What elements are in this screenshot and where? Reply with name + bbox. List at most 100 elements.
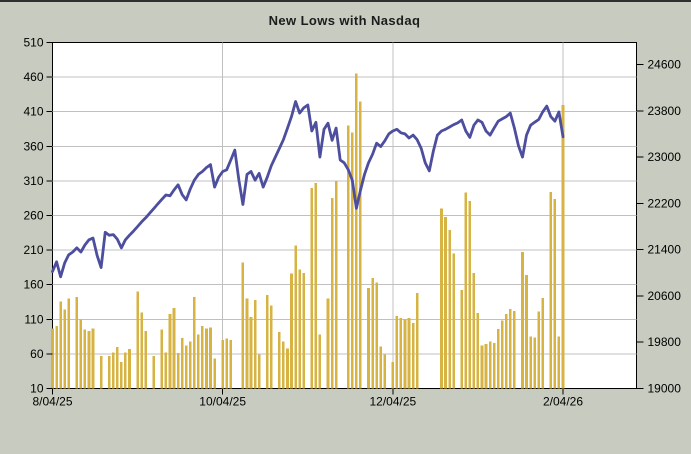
new-lows-bar bbox=[294, 245, 297, 389]
x-axis-label: 10/04/25 bbox=[199, 395, 246, 409]
new-lows-bar bbox=[383, 354, 387, 389]
new-lows-bar bbox=[201, 326, 204, 389]
left-axis-label: 60 bbox=[30, 347, 44, 361]
new-lows-bar bbox=[314, 182, 318, 389]
x-axis-label: 12/04/25 bbox=[369, 395, 416, 409]
new-lows-bar bbox=[391, 362, 395, 389]
new-lows-bar bbox=[51, 328, 54, 389]
new-lows-bar bbox=[326, 298, 330, 389]
new-lows-bar bbox=[521, 252, 524, 389]
new-lows-bar bbox=[67, 298, 71, 389]
new-lows-bar bbox=[496, 328, 500, 389]
new-lows-bar bbox=[225, 338, 229, 389]
new-lows-bar bbox=[245, 298, 249, 389]
new-lows-bar bbox=[460, 290, 464, 389]
new-lows-bar bbox=[529, 336, 532, 389]
new-lows-bar bbox=[355, 73, 358, 389]
new-lows-bar bbox=[480, 345, 484, 389]
new-lows-bar bbox=[375, 282, 378, 389]
left-axis-label: 410 bbox=[23, 105, 43, 119]
right-axis-label: 24600 bbox=[648, 57, 682, 71]
new-lows-bar bbox=[213, 358, 216, 389]
new-lows-bar bbox=[124, 352, 127, 389]
new-lows-bar bbox=[464, 192, 468, 389]
new-lows-bar bbox=[395, 315, 399, 389]
new-lows-bar bbox=[128, 349, 131, 389]
new-lows-bar bbox=[525, 275, 528, 389]
new-lows-bar bbox=[160, 329, 164, 389]
new-lows-bar bbox=[298, 269, 301, 389]
new-lows-bar bbox=[334, 180, 338, 389]
x-axis-label: 2/04/26 bbox=[543, 395, 583, 409]
new-lows-bar bbox=[557, 336, 561, 389]
new-lows-bar bbox=[513, 310, 516, 389]
new-lows-bar bbox=[468, 200, 472, 389]
new-lows-bar bbox=[79, 319, 83, 389]
left-axis-label: 110 bbox=[24, 312, 43, 326]
new-lows-bar bbox=[221, 340, 224, 389]
new-lows-bar bbox=[257, 354, 261, 389]
new-lows-bar bbox=[415, 293, 419, 389]
new-lows-bar bbox=[302, 272, 305, 389]
new-lows-bar bbox=[168, 313, 172, 389]
new-lows-bar bbox=[346, 125, 350, 389]
new-lows-bar bbox=[172, 308, 176, 389]
new-lows-bar bbox=[399, 317, 403, 389]
x-axis-label: 8/04/25 bbox=[32, 395, 72, 409]
new-lows-bar bbox=[269, 305, 273, 389]
new-lows-bar bbox=[63, 309, 66, 389]
new-lows-bar bbox=[87, 331, 91, 389]
new-lows-bar bbox=[367, 288, 370, 389]
left-axis-label: 460 bbox=[23, 70, 43, 84]
new-lows-bar bbox=[55, 326, 58, 389]
new-lows-bar bbox=[310, 187, 314, 389]
new-lows-bar bbox=[488, 341, 492, 389]
right-axis-label: 20600 bbox=[648, 289, 682, 303]
new-lows-bar bbox=[504, 313, 508, 389]
new-lows-bar bbox=[407, 317, 411, 389]
new-lows-bar bbox=[193, 297, 196, 389]
new-lows-bar bbox=[111, 352, 115, 389]
left-axis-label: 260 bbox=[23, 209, 43, 223]
new-lows-bar bbox=[476, 313, 480, 389]
left-axis-label: 160 bbox=[23, 278, 43, 292]
window-top-edge bbox=[0, 0, 691, 2]
chart-title: New Lows with Nasdaq bbox=[268, 13, 421, 28]
new-lows-bar bbox=[278, 331, 281, 389]
new-lows-bar bbox=[120, 362, 123, 389]
new-lows-bar bbox=[290, 273, 293, 389]
new-lows-bar bbox=[241, 262, 245, 389]
new-lows-bar bbox=[318, 334, 322, 389]
new-lows-bar bbox=[533, 337, 536, 389]
new-lows-bar bbox=[282, 341, 285, 389]
left-axis-label: 360 bbox=[23, 139, 43, 153]
nasdaq-line bbox=[51, 100, 565, 279]
right-axis-label: 19000 bbox=[648, 382, 682, 396]
new-lows-bar bbox=[107, 355, 111, 389]
new-lows-bar bbox=[500, 320, 504, 389]
new-lows-bar bbox=[286, 348, 289, 389]
new-lows-bar bbox=[379, 346, 382, 389]
new-lows-bar bbox=[411, 322, 415, 389]
left-axis-label: 510 bbox=[23, 36, 43, 50]
new-lows-bar bbox=[561, 104, 565, 389]
new-lows-bar bbox=[140, 312, 143, 389]
new-lows-bar bbox=[359, 101, 362, 389]
new-lows-bar bbox=[152, 355, 156, 389]
new-lows-bar bbox=[75, 297, 79, 389]
new-lows-bar bbox=[330, 198, 334, 389]
new-lows-bar bbox=[351, 132, 354, 389]
left-axis-label: 10 bbox=[30, 382, 44, 396]
new-lows-bar bbox=[205, 328, 208, 389]
new-lows-bar bbox=[176, 353, 180, 389]
new-lows-bar bbox=[492, 342, 496, 389]
new-lows-bar bbox=[440, 208, 443, 389]
new-lows-bar bbox=[116, 346, 119, 389]
new-lows-bar bbox=[197, 334, 200, 389]
new-lows-bar bbox=[537, 311, 540, 389]
new-lows-bar bbox=[371, 277, 374, 389]
right-axis-label: 23800 bbox=[648, 104, 682, 118]
new-lows-bar bbox=[188, 341, 192, 389]
